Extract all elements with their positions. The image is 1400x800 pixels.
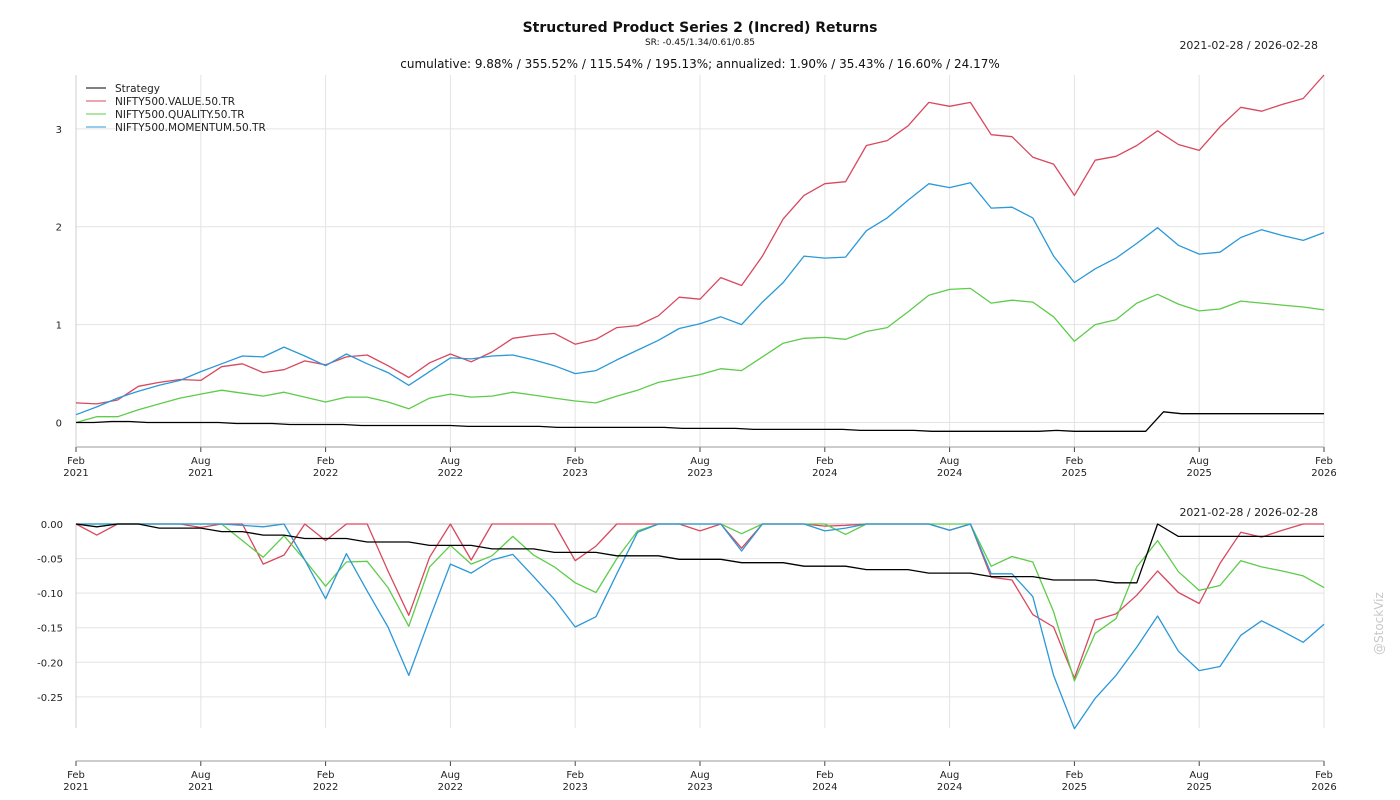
legend-label: NIFTY500.MOMENTUM.50.TR bbox=[115, 122, 266, 134]
x-tick-label-year: 2022 bbox=[438, 468, 463, 479]
x-tick-label-month: Aug bbox=[441, 770, 461, 781]
x-tick-label-year: 2024 bbox=[812, 468, 837, 479]
y-tick-label: 1 bbox=[56, 321, 62, 332]
x-tick-label-year: 2023 bbox=[687, 782, 712, 793]
x-tick-label-year: 2021 bbox=[63, 782, 88, 793]
x-tick-label-year: 2022 bbox=[438, 782, 463, 793]
chart-title: Structured Product Series 2 (Incred) Ret… bbox=[522, 20, 878, 36]
x-tick-label-month: Feb bbox=[1315, 770, 1333, 781]
series-line-nifty500-value-50-tr bbox=[75, 74, 1325, 405]
x-tick-label-month: Aug bbox=[940, 456, 960, 467]
series-line-nifty500-momentum-50-tr bbox=[75, 182, 1325, 416]
series-line-nifty500-quality-50-tr bbox=[75, 287, 1325, 424]
series-line-nifty500-value-50-tr bbox=[75, 523, 1324, 679]
x-tick-label-month: Aug bbox=[690, 456, 710, 467]
x-tick-label-year: 2021 bbox=[188, 468, 213, 479]
x-tick-label-month: Feb bbox=[1066, 456, 1084, 467]
y-tick-label: -0.25 bbox=[37, 693, 63, 704]
x-tick-label-month: Feb bbox=[816, 456, 834, 467]
legend-label: NIFTY500.QUALITY.50.TR bbox=[115, 109, 245, 121]
y-tick-label: -0.05 bbox=[37, 555, 63, 566]
x-tick-label-month: Feb bbox=[1315, 456, 1333, 467]
y-tick-label: -0.15 bbox=[37, 624, 63, 635]
x-tick-label-month: Aug bbox=[1189, 456, 1209, 467]
y-tick-label: -0.10 bbox=[37, 589, 63, 600]
x-tick-label-month: Aug bbox=[441, 456, 461, 467]
x-tick-label-year: 2023 bbox=[562, 782, 587, 793]
x-tick-label-month: Aug bbox=[191, 770, 211, 781]
returns-summary: cumulative: 9.88% / 355.52% / 115.54% / … bbox=[400, 57, 1000, 71]
x-tick-label-month: Aug bbox=[690, 770, 710, 781]
x-tick-label-month: Aug bbox=[940, 770, 960, 781]
x-tick-label-year: 2023 bbox=[562, 468, 587, 479]
sharpe-ratio-subtitle: SR: -0.45/1.34/0.61/0.85 bbox=[644, 38, 756, 48]
x-tick-label-month: Feb bbox=[566, 770, 584, 781]
x-tick-label-month: Feb bbox=[67, 456, 85, 467]
x-tick-label-year: 2024 bbox=[812, 782, 837, 793]
date-range-bottom: 2021-02-28 / 2026-02-28 bbox=[1179, 506, 1318, 519]
series-line-strategy bbox=[76, 411, 1324, 432]
y-tick-label: 3 bbox=[56, 125, 62, 136]
series-line-nifty500-momentum-50-tr bbox=[76, 523, 1325, 730]
x-tick-label-month: Feb bbox=[317, 770, 335, 781]
date-range-top: 2021-02-28 / 2026-02-28 bbox=[1179, 39, 1318, 52]
y-tick-label: 0.00 bbox=[41, 520, 63, 531]
x-tick-label-month: Aug bbox=[1189, 770, 1209, 781]
x-tick-label-month: Feb bbox=[566, 456, 584, 467]
x-tick-label-year: 2022 bbox=[313, 782, 338, 793]
x-tick-label-year: 2021 bbox=[188, 782, 213, 793]
y-tick-label: -0.20 bbox=[37, 658, 63, 669]
x-tick-label-year: 2022 bbox=[313, 468, 338, 479]
x-tick-label-year: 2023 bbox=[687, 468, 712, 479]
x-tick-label-year: 2026 bbox=[1311, 468, 1336, 479]
x-tick-label-month: Aug bbox=[191, 456, 211, 467]
y-tick-label: 2 bbox=[56, 223, 62, 234]
x-tick-label-month: Feb bbox=[1066, 770, 1084, 781]
x-tick-label-year: 2021 bbox=[63, 468, 88, 479]
x-tick-label-month: Feb bbox=[317, 456, 335, 467]
x-tick-label-year: 2025 bbox=[1186, 782, 1211, 793]
series-line-strategy bbox=[75, 523, 1324, 584]
x-tick-label-year: 2025 bbox=[1186, 468, 1211, 479]
x-tick-label-year: 2025 bbox=[1062, 782, 1087, 793]
y-tick-label: 0 bbox=[56, 419, 62, 430]
x-tick-label-year: 2025 bbox=[1062, 468, 1087, 479]
x-tick-label-month: Feb bbox=[67, 770, 85, 781]
x-tick-label-year: 2024 bbox=[937, 782, 962, 793]
x-tick-label-month: Feb bbox=[816, 770, 834, 781]
legend-label: NIFTY500.VALUE.50.TR bbox=[115, 96, 235, 108]
legend-label: Strategy bbox=[115, 83, 160, 95]
x-tick-label-year: 2026 bbox=[1311, 782, 1336, 793]
x-tick-label-year: 2024 bbox=[937, 468, 962, 479]
